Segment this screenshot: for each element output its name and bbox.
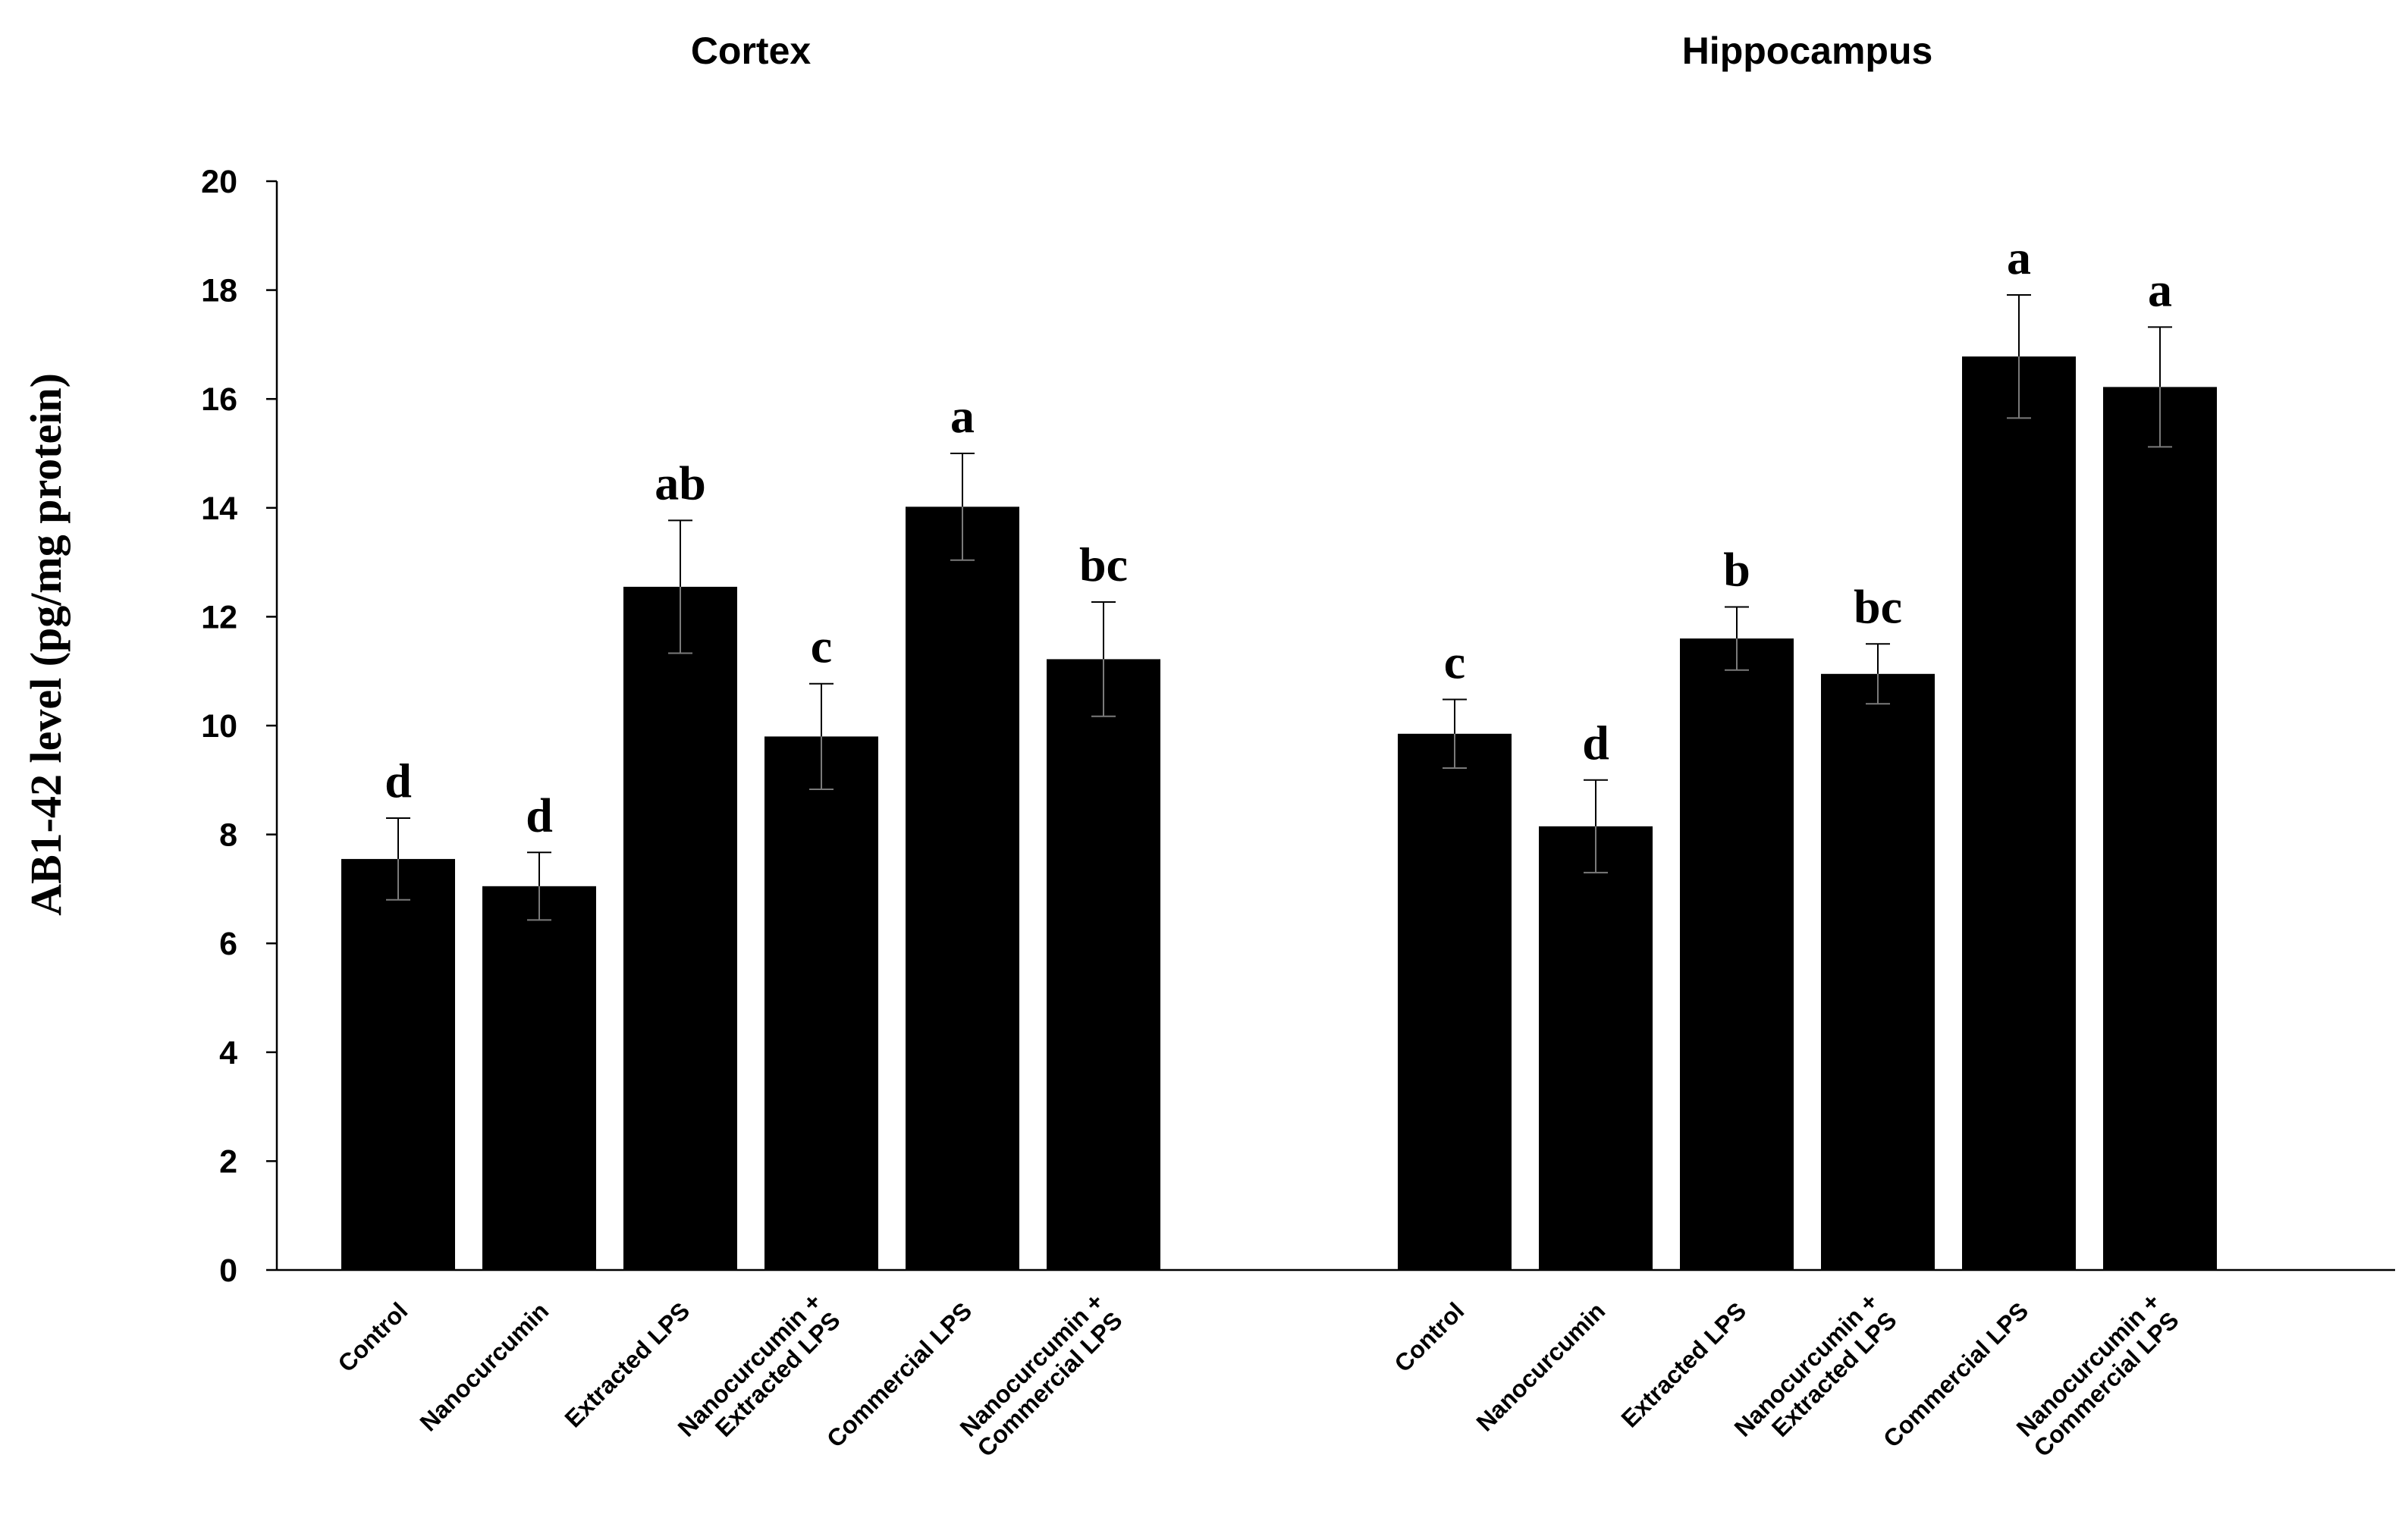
y-tick-label: 4 [219, 1035, 237, 1071]
significance-letter: c [1444, 635, 1465, 689]
significance-letter: a [2007, 230, 2031, 284]
bar [482, 886, 596, 1270]
bar [1962, 356, 2076, 1270]
bar [2103, 387, 2217, 1270]
bar [1398, 733, 1512, 1270]
y-tick-label: 20 [201, 164, 237, 200]
significance-letter: d [385, 754, 412, 807]
y-axis-label: AB1-42 level (pg/mg protein) [21, 373, 71, 916]
bar [906, 506, 1019, 1270]
bar [623, 586, 737, 1270]
group-title: Hippocampus [1682, 30, 1933, 72]
y-tick-label: 14 [201, 491, 237, 527]
bar [341, 858, 455, 1270]
y-tick-label: 0 [219, 1253, 237, 1289]
bar [1539, 826, 1653, 1270]
significance-letter: d [1582, 716, 1609, 770]
y-tick-label: 6 [219, 926, 237, 962]
y-tick-label: 10 [201, 708, 237, 745]
significance-letter: a [2148, 262, 2172, 316]
group-title: Cortex [691, 30, 812, 72]
significance-letter: b [1723, 542, 1750, 596]
significance-letter: d [526, 788, 553, 842]
y-tick-label: 2 [219, 1143, 237, 1180]
significance-letter: bc [1079, 538, 1128, 591]
y-tick-label: 16 [201, 381, 237, 418]
bar [1680, 638, 1794, 1270]
y-tick-label: 12 [201, 599, 237, 635]
significance-letter: c [811, 619, 832, 673]
significance-letter: a [950, 389, 975, 443]
bar [764, 736, 878, 1270]
significance-letter: bc [1854, 579, 1902, 633]
y-tick-label: 8 [219, 817, 237, 854]
y-tick-label: 18 [201, 273, 237, 309]
bar [1047, 659, 1160, 1270]
significance-letter: ab [655, 456, 706, 510]
bar [1821, 673, 1935, 1270]
